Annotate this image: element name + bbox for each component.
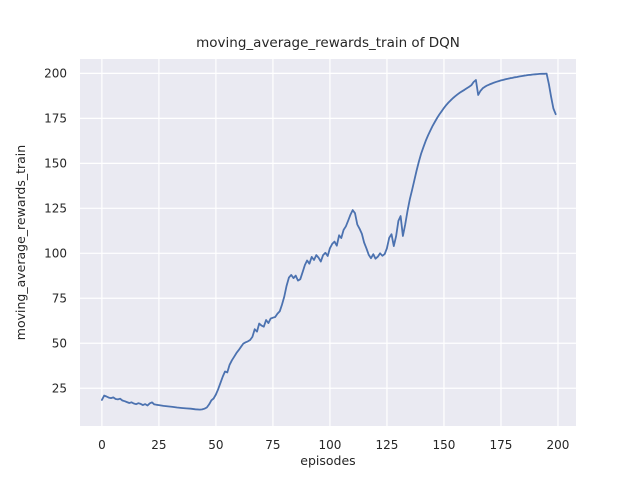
data-line	[101, 72, 557, 411]
x-tick-label: 75	[265, 438, 280, 452]
x-axis-label: episodes	[300, 453, 355, 468]
x-tick-label: 100	[318, 438, 341, 452]
y-tick-label: 50	[52, 336, 67, 350]
x-tick-label: 175	[490, 438, 513, 452]
y-tick-label: 200	[44, 67, 67, 81]
y-tick-label: 75	[52, 291, 67, 305]
y-axis-label: moving_average_rewards_train	[13, 145, 28, 340]
y-tick-label: 125	[44, 202, 67, 216]
x-tick-label: 150	[433, 438, 456, 452]
x-tick-label: 0	[98, 438, 106, 452]
x-tick-label: 200	[547, 438, 570, 452]
series-layer	[101, 72, 557, 411]
y-tick-label: 150	[44, 157, 67, 171]
y-tick-label: 25	[52, 381, 67, 395]
y-tick-label: 100	[44, 246, 67, 260]
plot-area	[80, 59, 576, 426]
chart-title: moving_average_rewards_train of DQN	[196, 35, 460, 51]
y-tick-label: 175	[44, 112, 67, 126]
x-tick-label: 50	[208, 438, 223, 452]
x-tick-label: 25	[151, 438, 166, 452]
tick-layer: 0 25 50 75 100 125 150 175 200 25 50 75 100 125 150 175…	[44, 67, 569, 452]
x-tick-label: 125	[375, 438, 398, 452]
